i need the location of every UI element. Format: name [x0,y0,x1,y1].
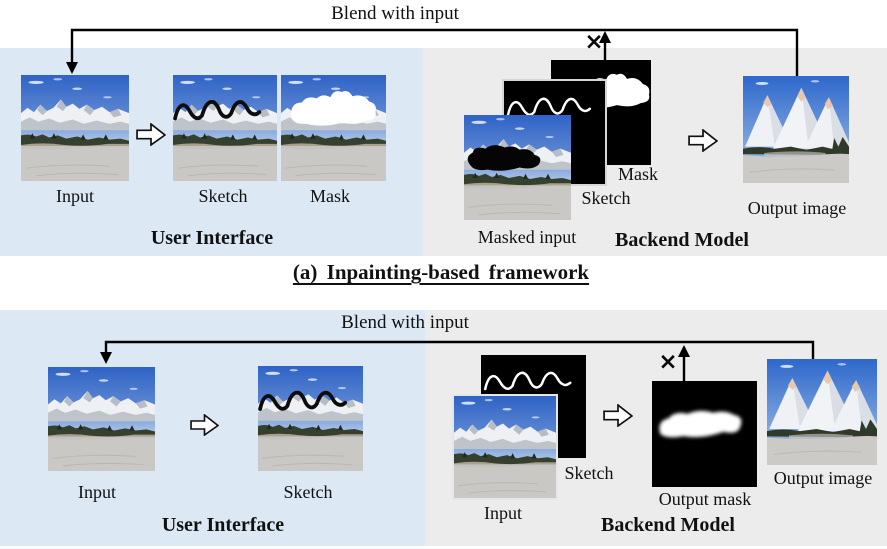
mountain-photo-graphic [48,367,155,471]
sketch-label-b: Sketch [283,482,333,502]
mask-image-a [281,75,386,181]
backend-input-label-b: Input [484,503,522,523]
masked-photo-graphic [464,115,571,220]
mountain-photo-graphic [21,75,129,181]
masked-input-label-a: Masked input [477,227,577,247]
mountain-photo-mask-graphic [281,75,386,181]
edited-mountain-photo-graphic [743,76,849,183]
blend-with-input-label-a: Blend with input [331,3,459,24]
output-image-b [767,359,877,465]
input-image-b [48,367,155,471]
multiply-icon-a: × [584,29,604,55]
backend-model-title-a: Backend Model [615,229,749,251]
user-interface-title-b: User Interface [161,514,285,536]
backend-mask-label-a: Mask [618,164,658,184]
backend-sketch-label-b: Sketch [564,463,614,483]
soft-mask-graphic [652,381,757,487]
backend-sketch-label-a: Sketch [581,188,631,208]
flow-arrow-icon-b1 [190,414,219,436]
backend-input-image-b [452,394,558,500]
flow-arrow-icon-b2 [603,404,633,427]
output-mask-label-b: Output mask [658,489,752,509]
output-mask-image-b [652,381,757,487]
input-image-a [21,75,129,181]
mountain-photo-sketch-graphic [173,75,277,181]
mask-label-a: Mask [310,186,350,206]
sketch-image-b [258,366,363,471]
blend-with-input-label-b: Blend with input [341,312,469,333]
output-image-label-a: Output image [747,198,847,218]
input-label-b: Input [78,482,116,502]
mountain-photo-graphic [454,396,556,498]
sketch-image-a [173,75,277,181]
output-image-a [743,76,849,183]
mountain-photo-sketch-graphic [258,366,363,471]
masked-input-image-a [464,115,571,220]
flow-arrow-icon-a2 [688,129,718,152]
flow-arrow-icon-a1 [136,123,166,146]
sketch-label-a: Sketch [198,186,248,206]
edited-mountain-photo-graphic [767,359,877,465]
figure-caption-a: (a) Inpainting-based framework [292,260,590,284]
input-label-a: Input [56,186,94,206]
backend-model-title-b: Backend Model [601,514,735,536]
output-image-label-b: Output image [773,468,873,488]
multiply-icon-b: × [658,349,678,375]
user-interface-title-a: User Interface [150,227,274,249]
